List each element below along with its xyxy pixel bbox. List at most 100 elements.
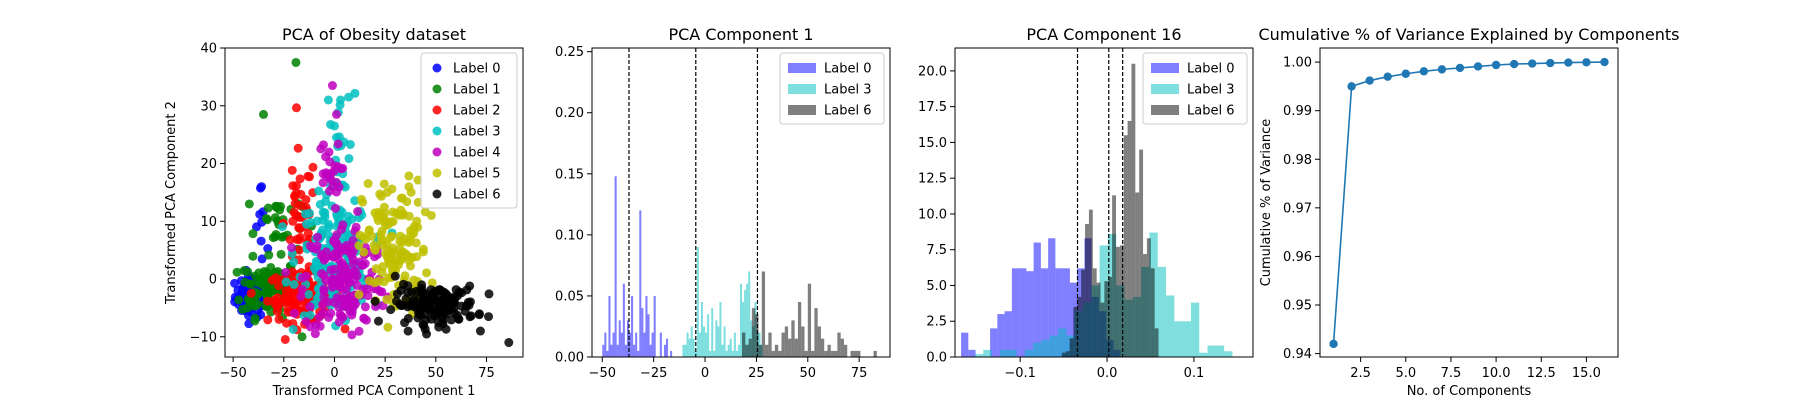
scatter-point bbox=[396, 285, 406, 295]
histogram-bar bbox=[653, 295, 656, 357]
x-tick-label: 7.5 bbox=[1441, 366, 1462, 381]
cumulative-variance-point bbox=[1419, 67, 1429, 76]
x-tick-label: 25 bbox=[748, 366, 765, 381]
histogram-bar bbox=[1100, 302, 1105, 357]
scatter-point bbox=[367, 231, 377, 241]
scatter-point bbox=[271, 201, 281, 211]
histogram-bar bbox=[748, 271, 751, 357]
y-tick-label: 10 bbox=[200, 215, 217, 230]
scatter-point bbox=[335, 309, 345, 319]
histogram-bar bbox=[639, 210, 642, 357]
scatter-point bbox=[246, 288, 256, 298]
y-tick-label: 2.5 bbox=[926, 315, 947, 330]
scatter-point bbox=[320, 368, 329, 377]
scatter-point bbox=[373, 316, 383, 326]
histogram-bar bbox=[602, 344, 605, 357]
histogram-bar bbox=[686, 332, 689, 357]
scatter-point bbox=[340, 275, 350, 285]
scatter-point bbox=[466, 311, 476, 321]
x-tick-label: 25 bbox=[377, 366, 394, 381]
x-tick-label: −0.1 bbox=[1004, 366, 1036, 381]
scatter-point bbox=[329, 121, 339, 131]
scatter-point bbox=[398, 247, 408, 257]
histogram-bar bbox=[781, 332, 785, 357]
scatter-point bbox=[321, 152, 331, 162]
histogram-bar bbox=[637, 350, 640, 357]
histogram-bar bbox=[1048, 238, 1056, 357]
scatter-point bbox=[304, 172, 314, 182]
histogram-bar bbox=[1004, 311, 1012, 357]
scatter-point bbox=[319, 292, 329, 302]
scatter-point bbox=[312, 216, 322, 226]
scatter-point bbox=[323, 95, 333, 105]
histogram-bar bbox=[725, 350, 728, 357]
histogram-bar bbox=[771, 350, 775, 357]
scatter-point bbox=[291, 181, 301, 191]
histogram-bar bbox=[820, 338, 825, 357]
histogram-bar bbox=[633, 344, 636, 357]
scatter-point bbox=[420, 324, 430, 334]
plot-frame bbox=[954, 47, 1254, 358]
scatter-point bbox=[277, 222, 287, 232]
scatter-point bbox=[274, 314, 284, 324]
histogram-bar bbox=[1088, 209, 1093, 357]
scatter-point bbox=[340, 324, 350, 334]
histogram-bar bbox=[665, 338, 669, 357]
histogram-bar bbox=[696, 247, 699, 357]
scatter-point bbox=[437, 295, 447, 305]
scatter-point bbox=[400, 271, 410, 281]
scatter-point bbox=[377, 287, 387, 297]
histogram-bar bbox=[1011, 268, 1020, 357]
histogram-bar bbox=[1033, 242, 1041, 357]
scatter-point bbox=[295, 232, 305, 242]
scatter-point bbox=[259, 109, 269, 119]
scatter-point bbox=[360, 259, 370, 269]
histogram-bar bbox=[614, 176, 617, 357]
scatter-point bbox=[267, 275, 277, 285]
scatter-point bbox=[310, 329, 320, 339]
histogram-bar bbox=[711, 308, 714, 357]
histogram-bar bbox=[618, 320, 621, 357]
histogram-bar bbox=[645, 295, 648, 357]
scatter-point bbox=[421, 315, 431, 325]
scatter-point bbox=[321, 168, 331, 178]
y-tick-label: 5.0 bbox=[926, 279, 947, 294]
scatter-point bbox=[308, 162, 318, 172]
scatter-point bbox=[311, 244, 321, 254]
y-tick-label: 15.0 bbox=[918, 136, 947, 151]
legend-swatch bbox=[1151, 84, 1179, 94]
scatter-point bbox=[331, 203, 341, 213]
scatter-point bbox=[317, 269, 327, 279]
histogram-bar bbox=[620, 332, 623, 357]
x-axis-label: Transformed PCA Component 1 bbox=[272, 384, 476, 399]
scatter-point bbox=[291, 103, 301, 113]
histogram-bar bbox=[1182, 321, 1191, 357]
histogram-bar bbox=[1108, 276, 1113, 357]
histogram-bar bbox=[837, 332, 841, 357]
histogram-bar bbox=[758, 344, 762, 357]
scatter-point bbox=[446, 315, 456, 325]
histogram-bar bbox=[698, 332, 701, 357]
y-tick-label: 10.0 bbox=[918, 207, 947, 222]
scatter-point bbox=[257, 254, 267, 264]
scatter-point bbox=[359, 314, 369, 324]
histogram-bar bbox=[643, 332, 646, 357]
scatter-point bbox=[425, 306, 435, 316]
histogram-bar bbox=[1024, 349, 1034, 357]
scatter-point bbox=[330, 264, 340, 274]
histogram-bar bbox=[1077, 296, 1082, 357]
histogram-bar bbox=[1139, 149, 1144, 357]
x-tick-label: −25 bbox=[270, 366, 297, 381]
cumulative-variance-point bbox=[1437, 65, 1447, 74]
cumulative-variance-point bbox=[1528, 59, 1537, 68]
scatter-point bbox=[276, 249, 286, 259]
scatter-point bbox=[287, 243, 297, 253]
histogram-bar bbox=[968, 349, 976, 357]
x-tick-label: 12.5 bbox=[1527, 366, 1556, 381]
histogram-bar bbox=[1146, 238, 1151, 357]
cumulative-variance-panel: 2.5 5.0 7.5 10.0 12.5 15.0 0.94 0.95 0.96 0.97 0.9… bbox=[1259, 25, 1680, 399]
histogram-bar bbox=[1115, 246, 1120, 357]
scatter-point bbox=[416, 301, 426, 311]
y-tick-label: 0.10 bbox=[555, 228, 584, 243]
scatter-point bbox=[281, 277, 291, 287]
